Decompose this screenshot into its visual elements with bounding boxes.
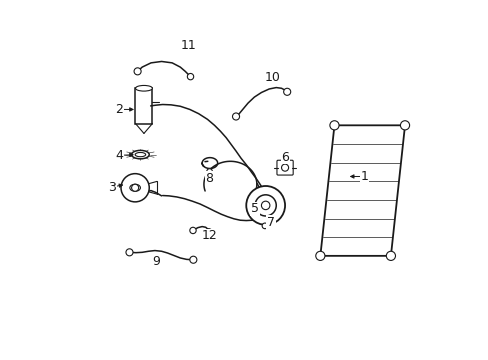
Circle shape	[283, 88, 290, 95]
Ellipse shape	[135, 85, 152, 91]
Text: 1: 1	[360, 170, 367, 183]
Circle shape	[329, 121, 338, 130]
Circle shape	[189, 256, 197, 263]
Circle shape	[315, 251, 324, 260]
Text: 2: 2	[115, 103, 123, 116]
Text: 8: 8	[205, 172, 213, 185]
Circle shape	[386, 251, 395, 260]
Ellipse shape	[135, 153, 145, 157]
Bar	[135, 88, 152, 123]
Text: 12: 12	[201, 229, 217, 242]
Circle shape	[131, 184, 139, 191]
Circle shape	[189, 227, 196, 234]
Text: 10: 10	[264, 71, 280, 84]
Text: 4: 4	[115, 149, 123, 162]
Circle shape	[281, 164, 288, 171]
Circle shape	[187, 73, 193, 80]
FancyBboxPatch shape	[276, 160, 293, 175]
Text: 9: 9	[152, 255, 160, 268]
Text: 7: 7	[266, 216, 274, 229]
Text: 6: 6	[281, 150, 288, 163]
Ellipse shape	[130, 184, 140, 191]
Circle shape	[246, 186, 285, 225]
Circle shape	[206, 169, 212, 174]
Text: 5: 5	[250, 202, 259, 215]
Circle shape	[232, 113, 239, 120]
Circle shape	[205, 229, 212, 235]
Circle shape	[262, 223, 267, 229]
Ellipse shape	[131, 150, 149, 159]
Text: 11: 11	[180, 40, 196, 53]
Circle shape	[134, 68, 141, 75]
Text: 3: 3	[108, 181, 116, 194]
Circle shape	[261, 201, 269, 210]
Circle shape	[126, 249, 133, 256]
Circle shape	[255, 195, 276, 216]
Circle shape	[400, 121, 409, 130]
Circle shape	[121, 174, 149, 202]
